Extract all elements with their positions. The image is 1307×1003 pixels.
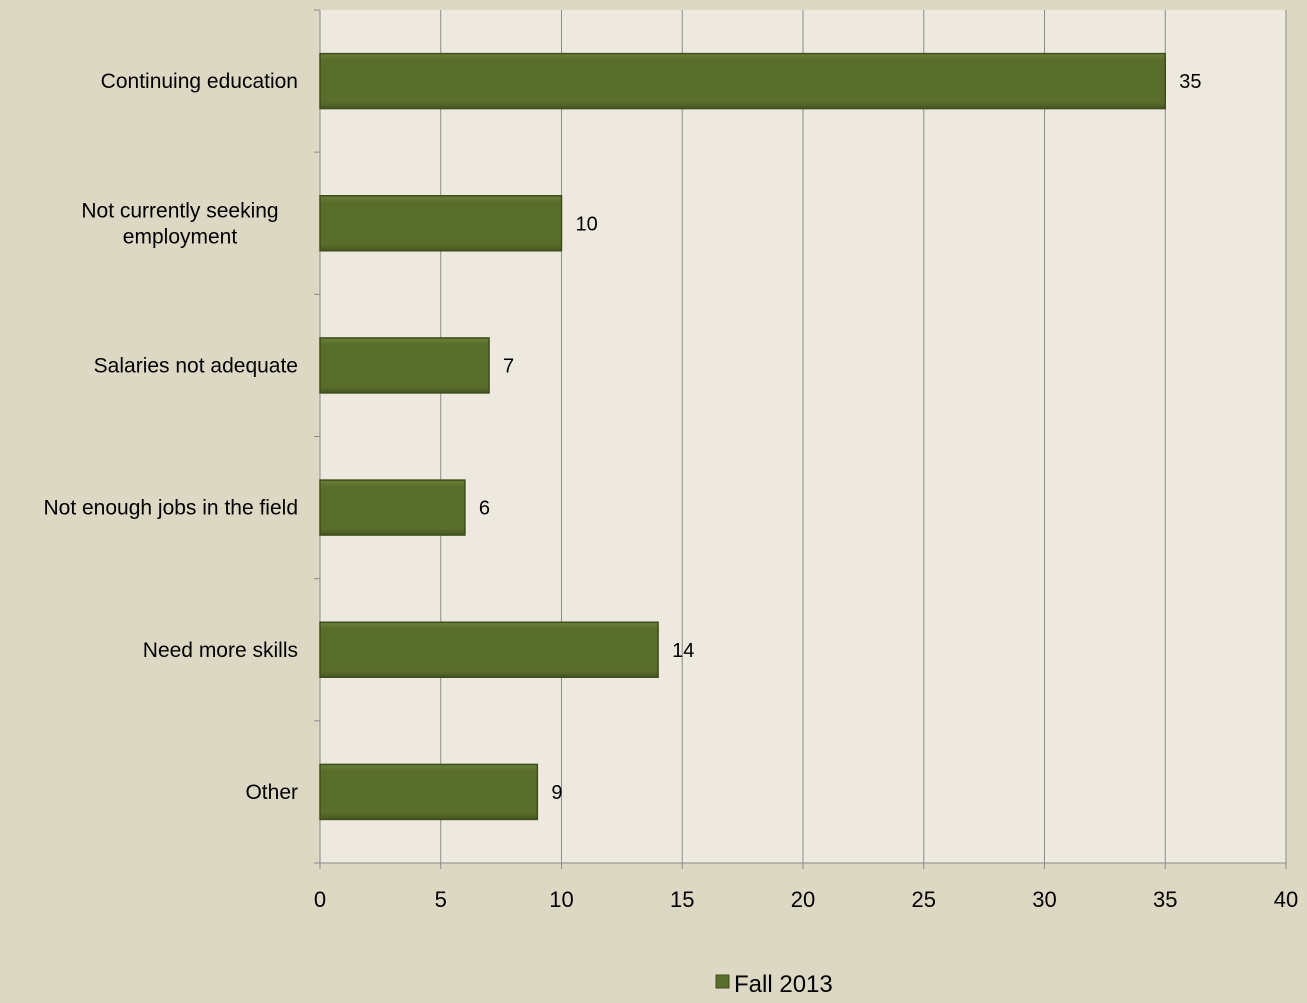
data-label: 14 xyxy=(672,640,694,662)
x-tick-label: 35 xyxy=(1153,887,1177,912)
data-label: 9 xyxy=(551,782,562,804)
x-tick-label: 30 xyxy=(1032,887,1056,912)
bar xyxy=(319,195,563,252)
x-tick-label: 10 xyxy=(549,887,573,912)
x-tick-label: 0 xyxy=(314,887,326,912)
x-tick-label: 15 xyxy=(670,887,694,912)
data-label: 35 xyxy=(1179,71,1201,93)
x-tick-label: 25 xyxy=(912,887,936,912)
x-tick-label: 40 xyxy=(1274,887,1298,912)
category-label-line: Salaries not adequate xyxy=(94,354,298,377)
bar xyxy=(319,337,490,394)
bars xyxy=(319,52,1166,821)
bar xyxy=(319,763,539,821)
bar xyxy=(319,479,466,536)
x-tick-label: 5 xyxy=(435,887,447,912)
data-label: 6 xyxy=(479,498,490,520)
gridlines xyxy=(440,10,1287,863)
category-label-line: Not enough jobs in the field xyxy=(43,497,298,520)
bar xyxy=(319,52,1166,110)
category-label: Salaries not adequate xyxy=(94,354,298,377)
category-label-line: Other xyxy=(245,781,298,804)
legend-label: Fall 2013 xyxy=(734,971,833,998)
data-label: 7 xyxy=(503,355,514,377)
axes xyxy=(314,9,1287,869)
category-label: Not enough jobs in the field xyxy=(43,497,298,520)
category-label-line: Need more skills xyxy=(143,639,298,662)
category-label: Not currently seeking employment xyxy=(81,199,278,248)
legend-swatch xyxy=(715,974,730,989)
category-label-line: Continuing education xyxy=(101,70,298,93)
category-label-line: employment xyxy=(123,225,238,248)
legend: Fall 2013 xyxy=(715,971,833,998)
labels: 0 5 10 15 20 25 30 35 40 35 Continuing education 10… xyxy=(43,70,1298,912)
category-label: Need more skills xyxy=(143,639,298,662)
bar xyxy=(319,621,659,678)
x-tick-label: 20 xyxy=(791,887,815,912)
data-label: 10 xyxy=(576,213,598,235)
category-label: Other xyxy=(245,781,298,804)
category-label-line: Not currently seeking xyxy=(81,199,278,222)
category-label: Continuing education xyxy=(101,70,298,93)
